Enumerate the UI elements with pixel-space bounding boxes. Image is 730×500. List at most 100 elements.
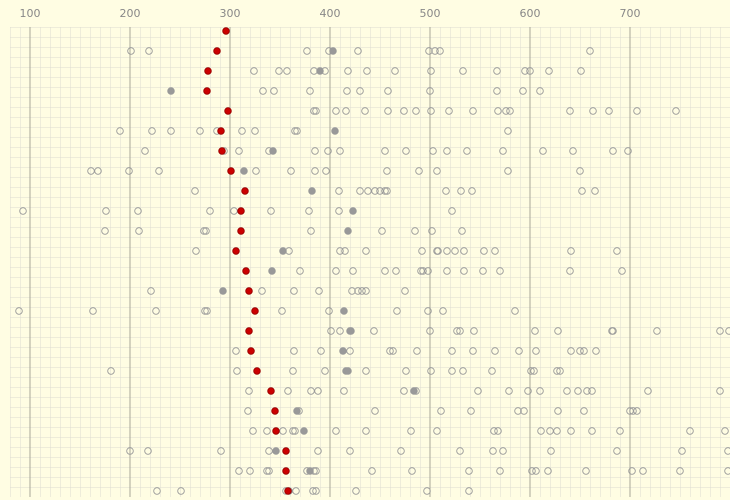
data-point [434, 247, 442, 255]
data-point [456, 447, 464, 455]
data-point [724, 467, 730, 475]
data-point [490, 427, 498, 435]
data-point [284, 387, 292, 395]
data-point [246, 467, 254, 475]
data-point [363, 67, 371, 75]
data-point [126, 447, 134, 455]
data-point [327, 327, 335, 335]
data-point [442, 187, 450, 195]
data-point [177, 487, 185, 495]
data-point [724, 447, 730, 455]
data-point [588, 427, 596, 435]
data-point [314, 447, 322, 455]
data-point [504, 167, 512, 175]
data-point [141, 147, 149, 155]
data-point [102, 207, 110, 215]
data-point [536, 87, 544, 95]
data-point [580, 407, 588, 415]
data-point [259, 87, 267, 95]
data-point [167, 87, 175, 95]
data-point [453, 327, 461, 335]
data-point [279, 247, 287, 255]
data-point [265, 467, 273, 475]
data-point [192, 247, 200, 255]
data-point [402, 367, 410, 375]
data-point [312, 487, 320, 495]
data-point [725, 327, 730, 335]
data-point [458, 227, 466, 235]
data-point [275, 67, 283, 75]
data-point [448, 207, 456, 215]
data-point [317, 347, 325, 355]
data-point [343, 87, 351, 95]
data-point [19, 207, 27, 215]
data-point [613, 247, 621, 255]
data-point [427, 67, 435, 75]
data-point [116, 127, 124, 135]
data-point [457, 187, 465, 195]
data-point [424, 307, 432, 315]
data-point [574, 387, 582, 395]
data-point [511, 307, 519, 315]
data-point [386, 347, 394, 355]
data-point [125, 167, 133, 175]
data-point [325, 307, 333, 315]
data-point [381, 267, 389, 275]
data-point [316, 67, 324, 75]
data-point [628, 467, 636, 475]
data-point [290, 287, 298, 295]
data-point [312, 107, 320, 115]
data-point [217, 447, 225, 455]
data-point [469, 347, 477, 355]
data-point [424, 267, 432, 275]
data-point [383, 167, 391, 175]
data-point [272, 447, 280, 455]
minor-grid [10, 27, 730, 497]
data-point [567, 347, 575, 355]
data-point [263, 467, 271, 475]
data-point [219, 287, 227, 295]
data-point [371, 187, 379, 195]
data-point [268, 267, 276, 275]
data-point [282, 467, 290, 475]
data-point [532, 467, 540, 475]
data-point [227, 167, 235, 175]
data-point [238, 127, 246, 135]
data-point [335, 207, 343, 215]
data-point [459, 67, 467, 75]
data-point [491, 247, 499, 255]
data-point [479, 267, 487, 275]
data-point [496, 267, 504, 275]
data-point [716, 327, 724, 335]
data-point [456, 327, 464, 335]
data-point [296, 267, 304, 275]
data-point [412, 107, 420, 115]
data-point [383, 187, 391, 195]
data-point [89, 307, 97, 315]
data-point [289, 427, 297, 435]
data-point [578, 187, 586, 195]
data-point [233, 367, 241, 375]
data-point [436, 47, 444, 55]
data-point [217, 127, 225, 135]
data-point [588, 387, 596, 395]
data-point [339, 347, 347, 355]
data-point [545, 67, 553, 75]
data-point [329, 47, 337, 55]
data-point [576, 347, 584, 355]
data-point [348, 287, 356, 295]
data-point [463, 147, 471, 155]
data-point [322, 167, 330, 175]
data-point [547, 447, 555, 455]
data-point [425, 47, 433, 55]
data-point [443, 147, 451, 155]
data-point [415, 167, 423, 175]
data-point [391, 67, 399, 75]
data-point [147, 287, 155, 295]
data-point [465, 467, 473, 475]
data-point [554, 407, 562, 415]
data-point [252, 167, 260, 175]
data-point [470, 327, 478, 335]
data-point [153, 487, 161, 495]
data-point [493, 67, 501, 75]
